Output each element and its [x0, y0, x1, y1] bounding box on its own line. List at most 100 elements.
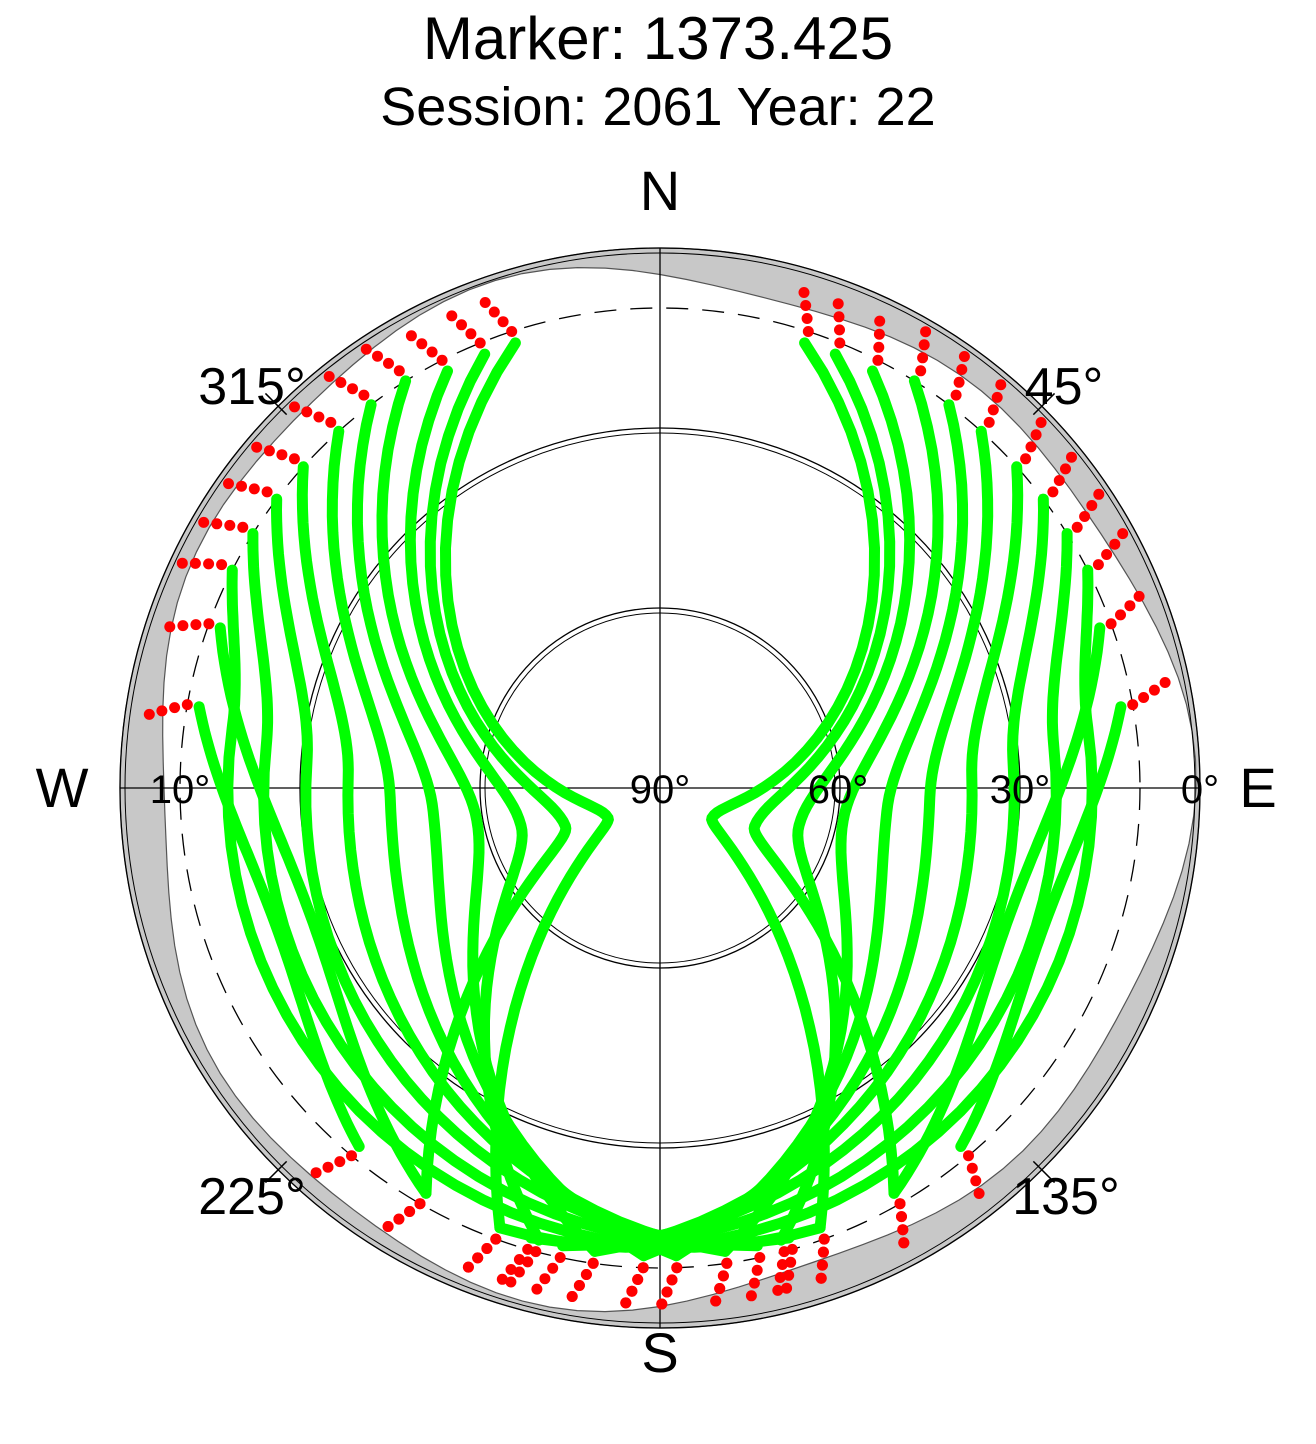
masked-point-4-1: [953, 376, 965, 388]
azimuth-label-315: 315°: [198, 358, 306, 416]
west-label: W: [36, 756, 89, 819]
masked-point-10-2: [488, 306, 500, 318]
track-arc-23: [193, 701, 365, 1152]
masked-point-13-3: [360, 343, 372, 355]
masked-point-12-3: [405, 330, 417, 342]
track-arc-4: [670, 399, 969, 1262]
elevation-label-0: 0°: [1181, 768, 1219, 812]
masked-point-2-5: [776, 1259, 788, 1270]
track-arc-15: [326, 425, 682, 1262]
masked-point-8-0: [1071, 521, 1083, 533]
masked-point-6-0: [1020, 453, 1032, 465]
masked-point-21-2: [177, 620, 189, 632]
masked-point-1-3: [832, 298, 844, 310]
masked-point-23-1: [169, 702, 181, 714]
masked-point-21-7: [382, 1221, 394, 1232]
masked-point-17-6: [748, 1277, 760, 1289]
masked-point-0-0: [802, 326, 814, 337]
masked-point-5-3: [995, 379, 1007, 391]
masked-point-14-4: [637, 1262, 649, 1274]
masked-point-7-0: [1047, 486, 1059, 498]
masked-point-22-1: [1138, 692, 1150, 703]
satellite-tracks: [143, 287, 1171, 1310]
masked-point-4-3: [958, 351, 970, 362]
masked-point-2-7: [772, 1284, 784, 1296]
masked-point-9-1: [1101, 549, 1113, 560]
masked-point-14-2: [335, 377, 347, 388]
east-label: E: [1239, 756, 1276, 819]
track-arc-17: [270, 493, 763, 1252]
masked-point-17-0: [261, 486, 273, 498]
masked-point-12-5: [522, 1256, 534, 1268]
masked-point-20-5: [896, 1211, 907, 1223]
elevation-label-10: 10°: [150, 768, 211, 812]
masked-point-16-1: [276, 449, 288, 461]
axis-labels: N S E W 45° 135° 225° 315° 0° 10° 30° 60…: [36, 159, 1277, 1384]
azimuth-tick-225: [264, 1160, 288, 1184]
azimuth-label-135: 135°: [1012, 1168, 1120, 1226]
masked-point-13-4: [587, 1257, 599, 1269]
masked-point-17-1: [248, 483, 260, 495]
masked-point-16-7: [710, 1295, 722, 1307]
masked-point-15-5: [666, 1274, 678, 1286]
track-arc-21: [214, 622, 432, 1199]
track-arc-18: [247, 528, 795, 1249]
chart-subtitle: Session: 2061 Year: 22: [380, 77, 936, 137]
masked-point-3-0: [915, 365, 927, 377]
azimuth-label-45: 45°: [1025, 358, 1104, 416]
masked-point-13-6: [573, 1280, 585, 1291]
masked-point-10-6: [472, 1252, 484, 1264]
masked-point-7-7: [531, 1283, 543, 1295]
masked-point-22-2: [1148, 684, 1160, 696]
masked-point-10-1: [497, 316, 509, 328]
masked-point-16-6: [714, 1283, 726, 1294]
masked-point-17-5: [751, 1264, 763, 1276]
masked-point-1-0: [834, 337, 846, 349]
masked-point-8-1: [1079, 511, 1091, 522]
masked-point-16-2: [263, 445, 275, 457]
masked-point-19-2: [189, 557, 201, 569]
masked-point-22-4: [963, 1150, 974, 1162]
masked-point-2-0: [872, 354, 884, 366]
track-arc-1: [748, 348, 900, 1199]
masked-point-23-7: [310, 1167, 322, 1179]
masked-point-3-1: [917, 352, 929, 364]
masked-point-14-6: [626, 1285, 638, 1297]
masked-point-0-1: [801, 313, 813, 324]
masked-point-7-5: [547, 1262, 559, 1274]
track-arc-13: [376, 375, 601, 1257]
masked-point-14-5: [632, 1274, 644, 1285]
track-arc-6: [589, 461, 1024, 1257]
masked-point-8-6: [505, 1264, 517, 1275]
masked-point-7-6: [539, 1273, 551, 1285]
masked-point-22-6: [970, 1175, 982, 1187]
masked-point-16-0: [288, 453, 300, 465]
masked-point-17-4: [754, 1252, 766, 1263]
masked-point-12-6: [513, 1266, 525, 1278]
masked-point-2-6: [774, 1272, 786, 1283]
masked-point-8-3: [1093, 488, 1105, 500]
masked-point-18-4: [786, 1243, 798, 1255]
masked-point-14-0: [358, 389, 370, 401]
masked-point-13-1: [383, 357, 394, 369]
track-arc-14: [351, 399, 650, 1262]
azimuth-tick-45: [1032, 392, 1056, 416]
masked-point-9-3: [1117, 528, 1129, 540]
masked-point-23-0: [181, 699, 193, 711]
masked-point-6-1: [1025, 441, 1037, 453]
masked-point-7-1: [1053, 475, 1065, 486]
masked-point-18-6: [783, 1269, 795, 1281]
track-arc-22: [955, 701, 1127, 1152]
masked-point-21-5: [404, 1206, 416, 1217]
masked-point-12-4: [530, 1246, 542, 1258]
masked-point-2-1: [873, 341, 885, 353]
masked-point-0-3: [798, 287, 810, 298]
masked-point-12-0: [436, 354, 448, 366]
masked-point-18-1: [224, 519, 236, 531]
masked-point-17-3: [223, 478, 234, 490]
masked-point-10-0: [506, 326, 518, 337]
masked-point-23-5: [334, 1156, 346, 1168]
masked-point-2-3: [874, 315, 886, 327]
track-arc-7: [557, 493, 1050, 1252]
masked-point-14-1: [347, 383, 358, 395]
